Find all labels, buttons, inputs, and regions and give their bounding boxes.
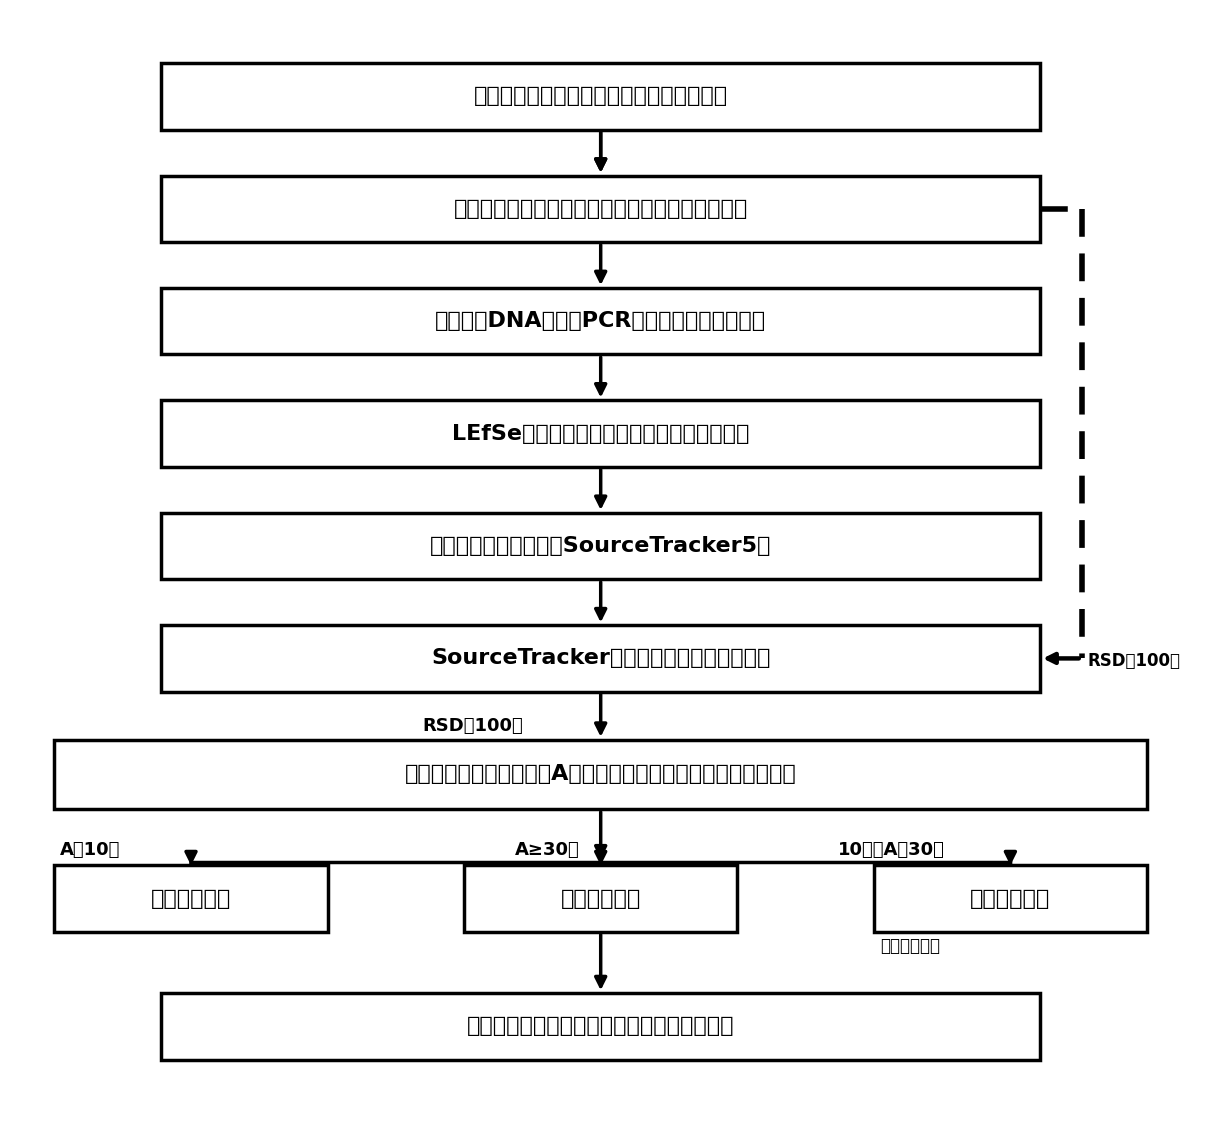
Text: RSD＞100％: RSD＞100％ <box>422 717 523 735</box>
Text: 目标区域和潜在泥沙输入河流入湖口点位底泥采集: 目标区域和潜在泥沙输入河流入湖口点位底泥采集 <box>454 199 748 218</box>
Text: 独立运行微生物源模型SourceTracker5次: 独立运行微生物源模型SourceTracker5次 <box>430 536 772 556</box>
Text: A≥30％: A≥30％ <box>515 841 580 859</box>
Bar <box>161 401 1041 467</box>
Text: 河湖系统泥沙源目标区域、源与汇点位确定: 河湖系统泥沙源目标区域、源与汇点位确定 <box>473 86 727 106</box>
Bar <box>161 288 1041 354</box>
Bar <box>161 513 1041 579</box>
Text: 复合指纹识别河流的上游泥沙来源类别和区域: 复合指纹识别河流的上游泥沙来源类别和区域 <box>467 1016 734 1037</box>
Text: 次要贡献河流: 次要贡献河流 <box>970 889 1050 908</box>
Text: 利用泥沙微生物贡献比例A判别目标区域泥沙输入的主要贡献河流: 利用泥沙微生物贡献比例A判别目标区域泥沙输入的主要贡献河流 <box>405 765 796 784</box>
Text: 较少贡献河流: 较少贡献河流 <box>151 889 231 908</box>
Bar <box>161 993 1041 1059</box>
Bar <box>161 625 1041 692</box>
Bar <box>161 63 1041 130</box>
Text: A＜10％: A＜10％ <box>60 841 121 859</box>
Text: 10％＜A＜30％: 10％＜A＜30％ <box>839 841 945 859</box>
Text: SourceTracker模型结果处理与稳定性分析: SourceTracker模型结果处理与稳定性分析 <box>431 649 771 668</box>
Bar <box>465 865 737 932</box>
Bar <box>161 175 1041 242</box>
Text: 泥沙样品DNA提取、PCR扩增及高通量测序分析: 泥沙样品DNA提取、PCR扩增及高通量测序分析 <box>436 311 766 331</box>
Bar <box>54 740 1147 809</box>
Text: LEfSe分析优化测序数据并输入微生物源模型: LEfSe分析优化测序数据并输入微生物源模型 <box>453 423 749 444</box>
Text: RSD＜100％: RSD＜100％ <box>1088 652 1181 670</box>
Bar <box>874 865 1147 932</box>
Bar <box>54 865 328 932</box>
Text: 根据实际情况: 根据实际情况 <box>880 937 940 955</box>
Text: 主要贡献河流: 主要贡献河流 <box>560 889 641 908</box>
